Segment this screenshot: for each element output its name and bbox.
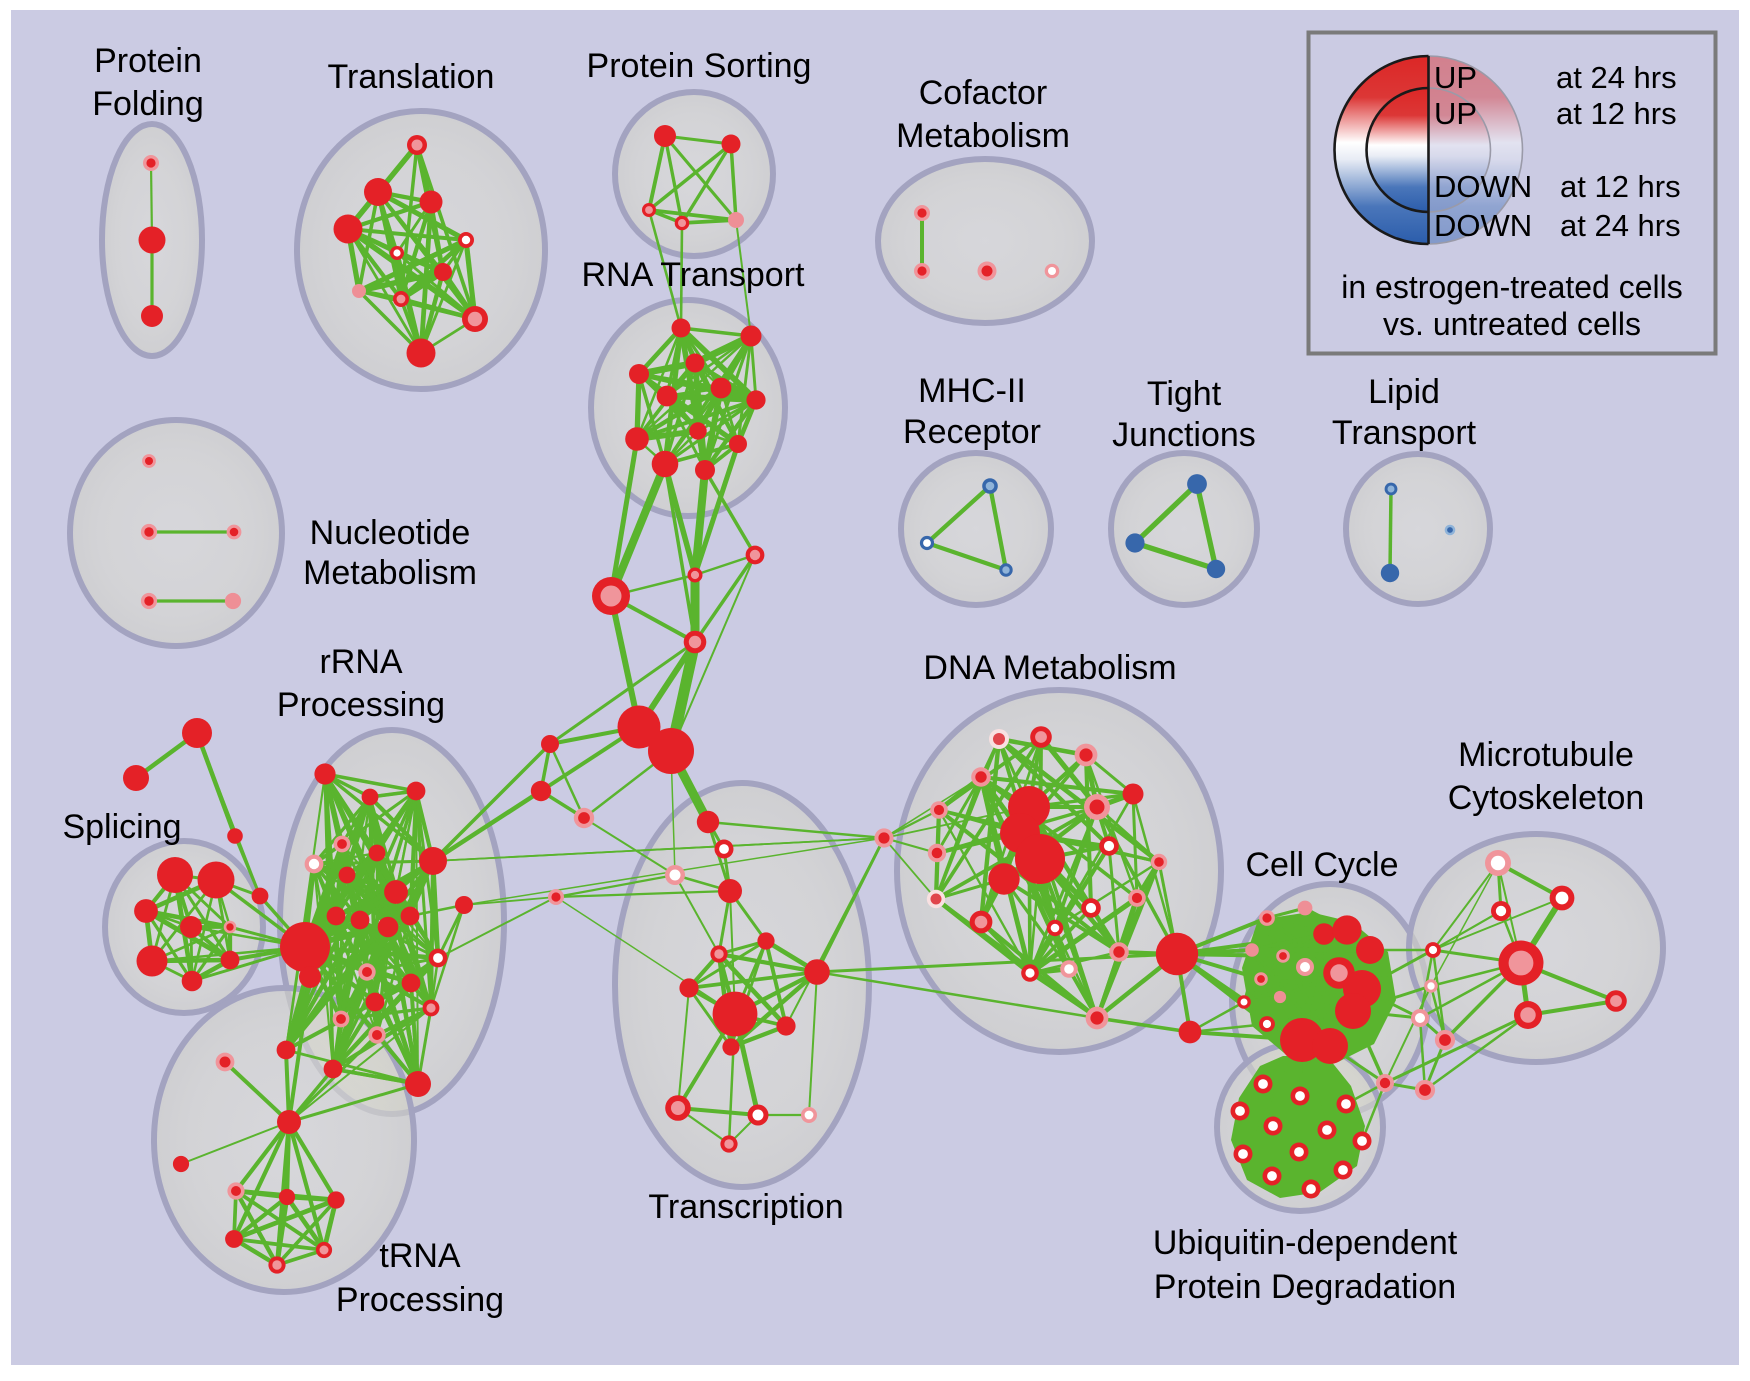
svg-text:Tight: Tight bbox=[1147, 375, 1222, 413]
svg-text:Protein Degradation: Protein Degradation bbox=[1154, 1268, 1456, 1306]
svg-text:DNA Metabolism: DNA Metabolism bbox=[923, 649, 1176, 687]
svg-text:MHC-II: MHC-II bbox=[918, 372, 1026, 410]
svg-text:Translation: Translation bbox=[328, 58, 495, 96]
svg-text:at 24 hrs: at 24 hrs bbox=[1560, 208, 1681, 243]
svg-text:Lipid: Lipid bbox=[1368, 373, 1440, 411]
svg-text:vs. untreated cells: vs. untreated cells bbox=[1383, 306, 1641, 342]
svg-text:DOWN: DOWN bbox=[1434, 169, 1532, 204]
svg-text:Transport: Transport bbox=[1332, 414, 1477, 452]
svg-text:Cytoskeleton: Cytoskeleton bbox=[1448, 779, 1645, 817]
svg-text:Processing: Processing bbox=[277, 686, 445, 724]
svg-text:tRNA: tRNA bbox=[379, 1237, 461, 1275]
svg-text:UP: UP bbox=[1434, 96, 1477, 131]
svg-text:Folding: Folding bbox=[92, 85, 204, 123]
svg-text:Metabolism: Metabolism bbox=[896, 117, 1070, 155]
svg-text:Nucleotide: Nucleotide bbox=[310, 514, 471, 552]
svg-text:at 12 hrs: at 12 hrs bbox=[1556, 96, 1677, 131]
svg-text:Protein: Protein bbox=[94, 42, 202, 80]
svg-text:DOWN: DOWN bbox=[1434, 208, 1532, 243]
svg-text:UP: UP bbox=[1434, 60, 1477, 95]
svg-text:in estrogen-treated cells: in estrogen-treated cells bbox=[1341, 269, 1683, 305]
svg-text:Processing: Processing bbox=[336, 1281, 504, 1319]
svg-text:at 24 hrs: at 24 hrs bbox=[1556, 60, 1677, 95]
svg-text:Microtubule: Microtubule bbox=[1458, 736, 1634, 774]
svg-text:Transcription: Transcription bbox=[648, 1188, 843, 1226]
svg-text:Receptor: Receptor bbox=[903, 413, 1041, 451]
svg-text:Cell Cycle: Cell Cycle bbox=[1245, 846, 1398, 884]
svg-text:at 12 hrs: at 12 hrs bbox=[1560, 169, 1681, 204]
svg-text:Cofactor: Cofactor bbox=[919, 74, 1048, 112]
svg-text:Protein Sorting: Protein Sorting bbox=[587, 47, 812, 85]
svg-text:Ubiquitin-dependent: Ubiquitin-dependent bbox=[1153, 1224, 1458, 1262]
svg-text:Metabolism: Metabolism bbox=[303, 554, 477, 592]
svg-text:Junctions: Junctions bbox=[1112, 416, 1256, 454]
svg-text:RNA Transport: RNA Transport bbox=[582, 256, 806, 294]
svg-text:Splicing: Splicing bbox=[62, 808, 181, 846]
svg-text:rRNA: rRNA bbox=[319, 643, 402, 681]
